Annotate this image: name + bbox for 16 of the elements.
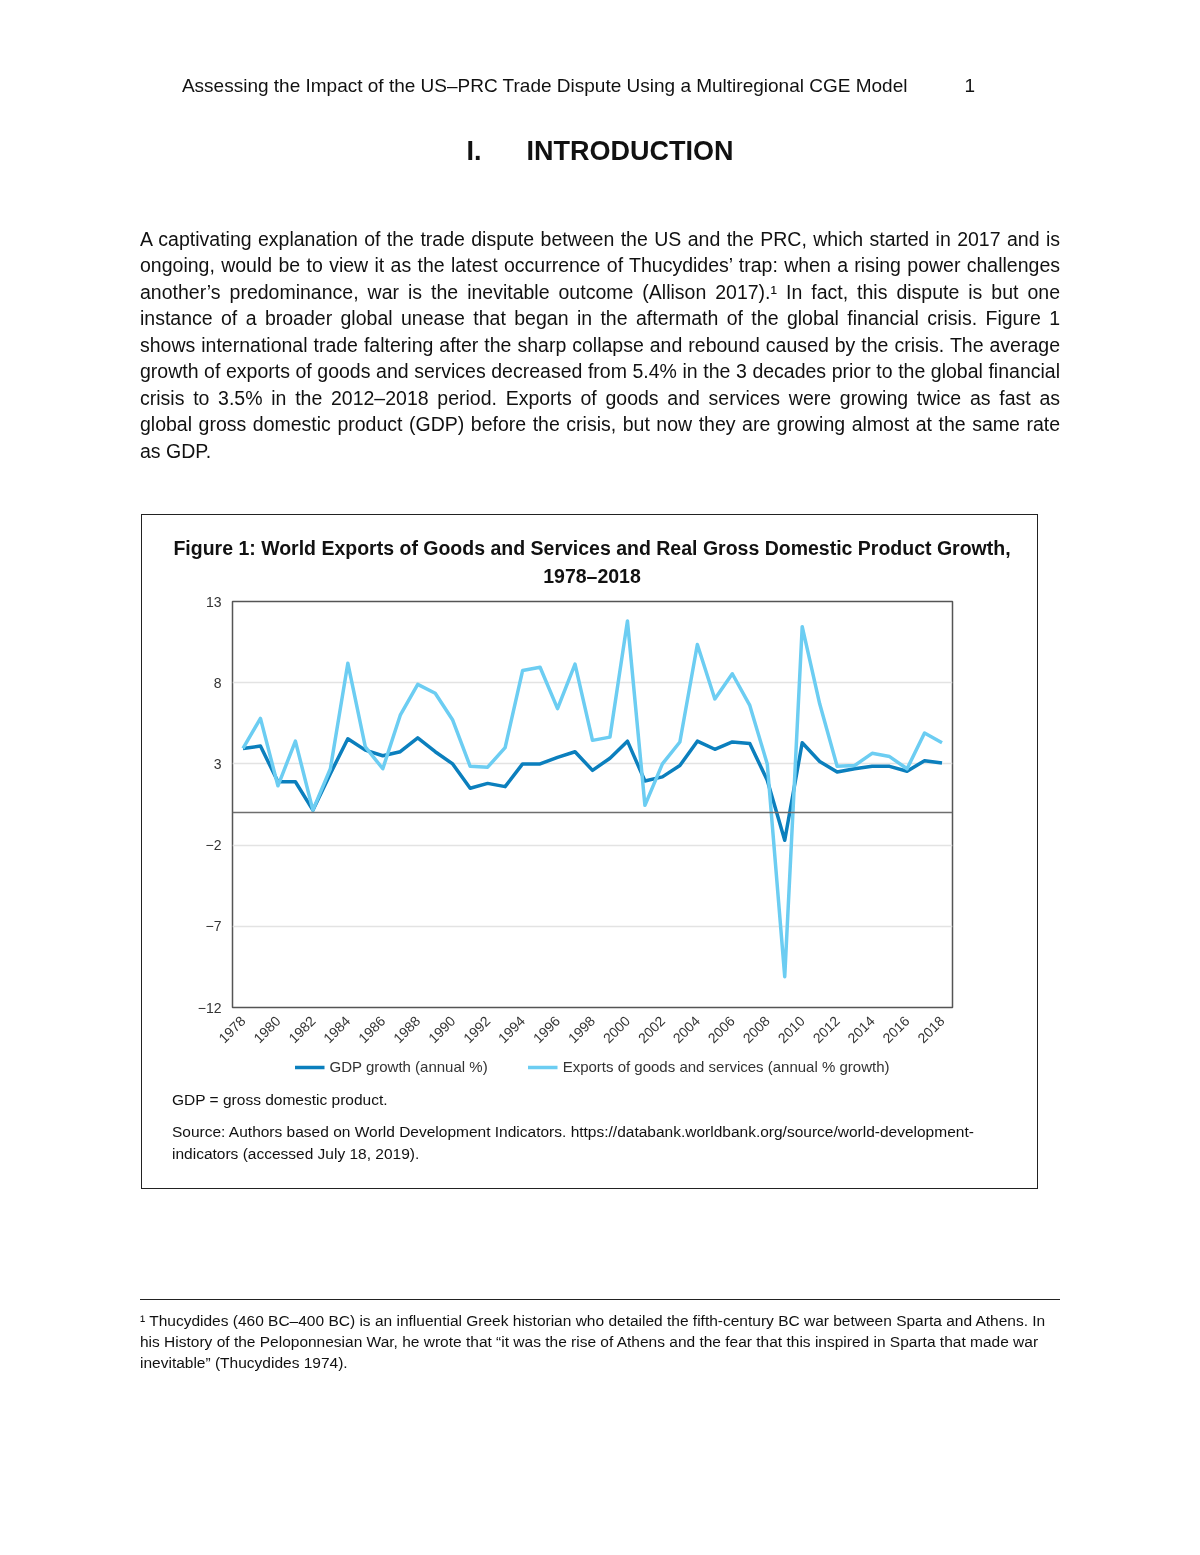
y-tick-label: −12 — [197, 999, 222, 1016]
text: ¹ Thucydides (460 BC–400 BC) is an influential Greek historian who detailed the fifth-century BC war between Sparta and Athens. In his History of the Peloponnesian War, he wrote that “it was the rise of Athens and the fear that this inspired in Sparta that made war inevitable” (Thucydides 1974). — [140, 1311, 1047, 1374]
text: Assessing the Impact of the US–PRC Trade Dispute Using a Multiregional CGE Model 1 — [181, 75, 975, 96]
y-tick-label: 13 — [205, 593, 222, 610]
legend-label: GDP growth (annual %) — [329, 1058, 488, 1076]
y-tick-label: 8 — [213, 674, 222, 691]
text: A captivating explanation of the trade dispute between the US and the PRC, which started in 2017 and is ongoing, would be to view it as the latest occurrence of Thucydides’ trap: when a rising power challenges another’s predominance, war is the inevitable outcome (Allison 2017).¹ In fact, this dispute is but one instance of a broader global unease that began in the aftermath of the global financial crisis. Figure 1 shows international trade faltering after the sharp collapse and rebound caused by the crisis. The average growth of exports of goods and services decreased from 5.4% in the 3 decades prior to the global financial crisis to 3.5% in the 2012–2018 period. Exports of goods and services were growing twice as fast as global gross domestic product (GDP) before the crisis, but now they are growing almost at the same rate as GDP. — [140, 227, 1060, 462]
chart-title: Figure 1: World Exports of Goods and Services and Real Gross Domestic Product Growth, 1978–2018 — [172, 536, 1012, 590]
y-tick-label: 3 — [213, 755, 222, 772]
source-note: Source: Authors based on World Development Indicators. https://databank.worldbank.org/source/world-development-indicators (accessed July 18, 2019). — [172, 1122, 975, 1165]
text: GDP = gross domestic product. — [172, 1089, 388, 1110]
line-series — [241, 619, 944, 979]
text: I. INTRODUCTION — [466, 135, 734, 169]
y-tick-label: −2 — [205, 836, 222, 853]
legend-label: Exports of goods and services (annual % growth) — [562, 1058, 890, 1076]
y-tick-label: −7 — [205, 918, 222, 935]
